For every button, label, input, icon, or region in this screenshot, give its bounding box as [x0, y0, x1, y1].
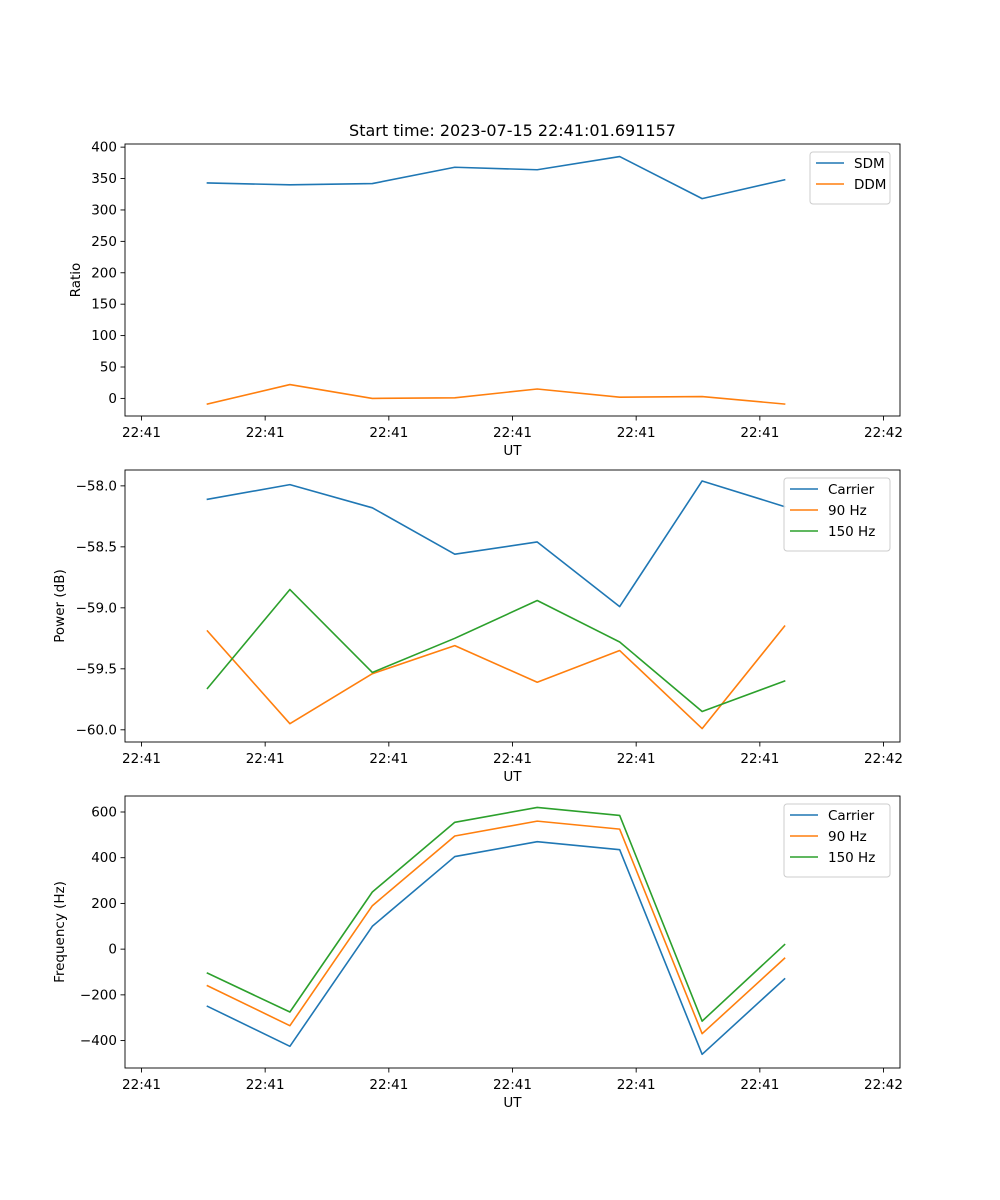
- legend-box: [809, 151, 891, 205]
- y-tick-label: −58.5: [76, 539, 117, 555]
- x-axis-label: UT: [503, 1095, 522, 1111]
- series-line-carrier: [206, 480, 786, 608]
- series-line-sdm: [206, 155, 786, 200]
- y-tick-label: 200: [91, 265, 117, 281]
- x-tick-label: 22:41: [740, 751, 779, 767]
- x-tick-label: 22:42: [864, 751, 903, 767]
- y-tick-label: 250: [91, 234, 117, 250]
- x-axis-label: UT: [503, 443, 522, 459]
- legend-box: [783, 803, 891, 878]
- x-tick-label: 22:41: [740, 425, 779, 441]
- x-tick-label: 22:41: [493, 425, 532, 441]
- y-tick-label: 0: [108, 391, 117, 407]
- y-tick-label: −59.0: [76, 600, 117, 616]
- y-tick-label: −400: [80, 1033, 117, 1049]
- y-tick-label: 600: [91, 805, 117, 821]
- legend-entry: DDM: [854, 177, 886, 193]
- y-tick-label: −58.0: [76, 478, 117, 494]
- x-tick-label: 22:41: [369, 425, 408, 441]
- x-tick-label: 22:41: [493, 751, 532, 767]
- y-tick-label: −59.5: [76, 661, 117, 677]
- legend-box: [783, 477, 891, 552]
- y-tick-label: 100: [91, 328, 117, 344]
- y-tick-label: 200: [91, 896, 117, 912]
- x-tick-label: 22:41: [246, 425, 285, 441]
- x-tick-label: 22:41: [617, 1077, 656, 1093]
- legend-entry: Carrier: [828, 808, 875, 824]
- x-tick-label: 22:42: [864, 425, 903, 441]
- legend: Carrier 90 Hz 150 Hz: [783, 803, 891, 878]
- legend-entry: 150 Hz: [828, 850, 875, 866]
- chart-panel-2: −60.0 −59.5 −59.0 −58.5 −58.0 22:41 22:41 22:41…: [52, 469, 903, 785]
- legend: SDM DDM: [809, 151, 891, 205]
- y-tick-label: 400: [91, 140, 117, 156]
- y-tick-label: 0: [108, 942, 117, 958]
- legend: Carrier 90 Hz 150 Hz: [783, 477, 891, 552]
- y-axis-label: Power (dB): [52, 569, 68, 642]
- x-tick-label: 22:41: [740, 1077, 779, 1093]
- legend-entry: SDM: [854, 156, 885, 172]
- x-tick-label: 22:42: [864, 1077, 903, 1093]
- y-tick-label: 350: [91, 171, 117, 187]
- y-tick-label: −60.0: [76, 722, 117, 738]
- legend-entry: 90 Hz: [828, 503, 867, 519]
- axes-frame: [124, 143, 901, 417]
- series-line-150-hz: [206, 588, 786, 713]
- x-tick-label: 22:41: [122, 425, 161, 441]
- series-line-150-hz: [206, 806, 786, 1022]
- series-line-carrier: [206, 840, 786, 1056]
- series-line-90-hz: [206, 820, 786, 1035]
- series-line-90-hz: [206, 625, 786, 730]
- x-tick-label: 22:41: [369, 751, 408, 767]
- x-axis-label: UT: [503, 769, 522, 785]
- x-tick-label: 22:41: [369, 1077, 408, 1093]
- x-tick-label: 22:41: [246, 1077, 285, 1093]
- x-tick-label: 22:41: [617, 425, 656, 441]
- legend-entry: 90 Hz: [828, 829, 867, 845]
- y-axis-label: Frequency (Hz): [52, 881, 68, 983]
- y-tick-label: 50: [100, 360, 117, 376]
- x-tick-label: 22:41: [493, 1077, 532, 1093]
- chart-panel-1: 0 50 100 150 200 250 300 350 400 22:41 22:41 22:41 2…: [68, 121, 903, 459]
- y-axis-label: Ratio: [68, 263, 84, 298]
- x-tick-label: 22:41: [246, 751, 285, 767]
- y-tick-label: 300: [91, 202, 117, 218]
- x-tick-label: 22:41: [617, 751, 656, 767]
- y-tick-label: 150: [91, 297, 117, 313]
- chart-title: Start time: 2023-07-15 22:41:01.691157: [349, 121, 676, 140]
- y-tick-label: 400: [91, 850, 117, 866]
- x-tick-label: 22:41: [122, 751, 161, 767]
- legend-entry: Carrier: [828, 482, 875, 498]
- legend-entry: 150 Hz: [828, 524, 875, 540]
- x-tick-label: 22:41: [122, 1077, 161, 1093]
- chart-panel-3: −400 −200 0 200 400 600 22:41 22:41 22:41 22:41 22…: [52, 795, 903, 1111]
- y-tick-label: −200: [80, 987, 117, 1003]
- series-line-ddm: [206, 383, 786, 406]
